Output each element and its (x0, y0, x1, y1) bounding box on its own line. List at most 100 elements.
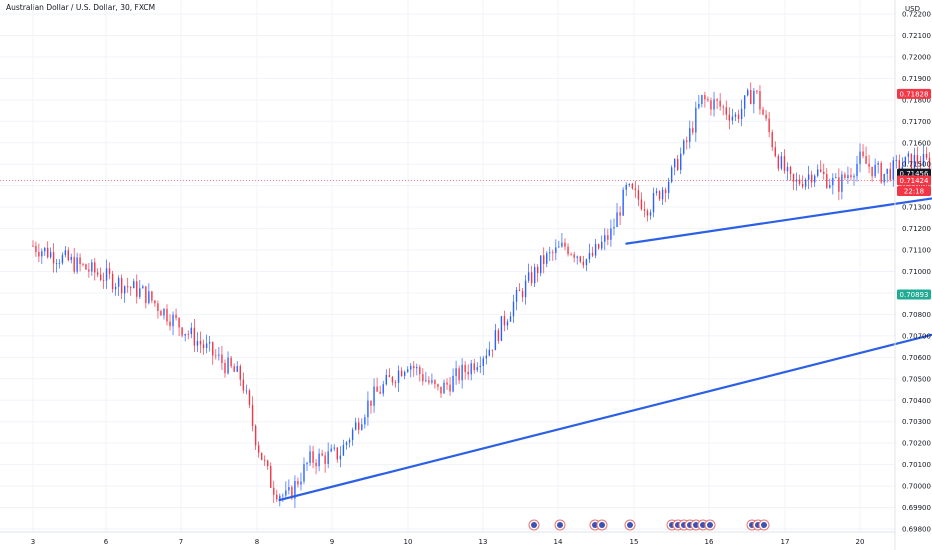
candle-down (473, 363, 475, 371)
candle-up (443, 382, 445, 394)
candle-down (315, 462, 317, 467)
candle-down (640, 199, 643, 210)
candle-down (154, 300, 156, 304)
candle-down (181, 327, 183, 336)
candle-down (193, 327, 196, 346)
candle-down (783, 156, 786, 172)
price-tag-label: 22:18 (904, 188, 924, 196)
candle-down (826, 174, 828, 188)
candle-down (251, 404, 254, 426)
price-tag-label: 0.71424 (900, 177, 929, 185)
candle-up (747, 90, 749, 96)
candle-up (227, 357, 229, 374)
candle-up (476, 367, 478, 371)
candle-up (163, 308, 165, 316)
candle-down (536, 266, 539, 274)
candle-up (306, 462, 308, 465)
candle-down (169, 321, 171, 327)
event-flag-dot-icon (592, 522, 598, 528)
candle-down (880, 163, 882, 183)
price-tag-label: 0.71456 (900, 170, 929, 178)
candle-up (807, 174, 810, 180)
candle-up (652, 192, 655, 213)
candle-up (470, 363, 472, 375)
candle-down (99, 274, 102, 281)
candle-down (646, 210, 649, 216)
candle-up (61, 255, 64, 264)
candle-up (330, 448, 332, 452)
candle-up (205, 343, 208, 349)
candle-down (518, 289, 521, 292)
candle-up (282, 495, 284, 497)
candle-down (704, 95, 706, 100)
x-tick-label: 8 (255, 538, 259, 546)
candle-down (564, 242, 566, 247)
candle-down (919, 163, 922, 167)
candle-down (774, 147, 776, 157)
candle-up (70, 256, 72, 261)
candle-up (883, 173, 885, 183)
candle-up (795, 179, 798, 182)
candle-up (616, 212, 618, 228)
candle-down (631, 184, 634, 189)
candle-down (428, 380, 430, 383)
candle-down (449, 384, 451, 392)
candle-up (373, 386, 375, 406)
candle-down (810, 174, 813, 183)
candle-up (407, 369, 409, 372)
candle-down (394, 382, 397, 384)
candle-up (689, 128, 691, 142)
candle-up (895, 160, 897, 161)
candle-down (94, 262, 96, 273)
candle-down (67, 250, 69, 261)
event-flag-dot-icon (693, 522, 699, 528)
candle-up (683, 140, 685, 154)
candle-down (166, 308, 168, 322)
candle-down (862, 151, 864, 157)
candle-up (172, 314, 174, 327)
candle-down (567, 246, 569, 255)
candle-down (898, 160, 901, 172)
candle-up (333, 447, 335, 449)
candle-up (588, 252, 591, 260)
candle-down (212, 342, 214, 356)
candle-up (859, 151, 861, 164)
candle-down (35, 245, 37, 252)
candle-up (670, 167, 673, 182)
candle-down (297, 481, 299, 485)
candle-up (753, 90, 755, 105)
candle-down (637, 190, 640, 200)
candle-down (823, 171, 825, 175)
candle-down (321, 453, 323, 456)
candle-up (847, 175, 849, 178)
candle-up (105, 268, 108, 281)
candle-down (47, 247, 49, 258)
candle-down (844, 174, 846, 178)
candle-up (680, 153, 682, 170)
candle-up (743, 95, 746, 109)
candle-up (431, 380, 433, 383)
candle-down (573, 254, 575, 258)
candle-up (853, 176, 855, 178)
candle-up (294, 481, 296, 499)
candle-up (133, 281, 135, 289)
candle-up (309, 451, 311, 463)
candle-up (196, 341, 199, 346)
candle-down (719, 100, 721, 107)
y-tick-label: 0.71900 (902, 75, 931, 83)
candle-up (628, 184, 630, 185)
candle-up (114, 286, 117, 290)
candle-up (698, 103, 700, 108)
candle-down (248, 390, 251, 405)
candle-down (725, 107, 727, 115)
candle-down (868, 163, 870, 167)
candle-down (379, 391, 381, 394)
x-tick-label: 9 (330, 538, 334, 546)
candle-up (382, 384, 384, 394)
candle-up (482, 358, 484, 366)
candle-down (777, 156, 780, 169)
candle-down (437, 384, 439, 387)
